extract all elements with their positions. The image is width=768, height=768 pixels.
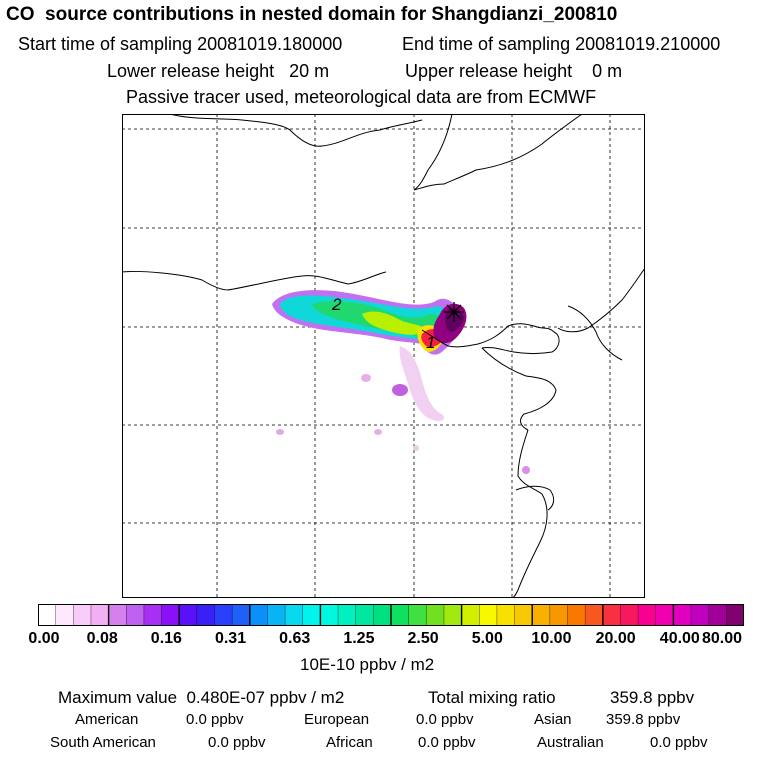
- colorbar-swatch: [126, 604, 145, 626]
- colorbar-swatch: [585, 604, 604, 626]
- colorbar-swatch: [620, 604, 639, 626]
- colorbar-tick-label: 20.00: [595, 630, 636, 647]
- coastline: [421, 323, 555, 348]
- colorbar-swatch: [267, 604, 286, 626]
- colorbar-tick-label: 1.25: [343, 630, 375, 647]
- colorbar-swatch: [443, 604, 462, 626]
- colorbar-swatch: [302, 604, 321, 626]
- border-line: [122, 270, 387, 291]
- colorbar-swatch: [532, 604, 551, 626]
- colorbar-swatch: [549, 604, 568, 626]
- african-value: 0.0 ppbv: [418, 734, 476, 751]
- colorbar-tick-label: 0.00: [28, 630, 60, 647]
- colorbar-swatch: [567, 604, 586, 626]
- colorbar-unit: 10E-10 ppbv / m2: [300, 655, 435, 674]
- american-value: 0.0 ppbv: [186, 711, 244, 728]
- coastline: [515, 485, 555, 511]
- start-time: Start time of sampling 20081019.180000: [18, 34, 343, 54]
- graticule: [122, 114, 645, 598]
- colorbar-tick-label: 0.31: [214, 630, 247, 647]
- colorbar-tick-label: 5.00: [471, 630, 503, 647]
- colorbar-swatch: [708, 604, 727, 626]
- tracer-info: Passive tracer used, meteorological data…: [126, 87, 597, 107]
- total-mixing-ratio-value: 359.8 ppbv: [610, 688, 695, 707]
- colorbar-swatch: [355, 604, 374, 626]
- map-panel: 2 1: [122, 114, 645, 598]
- south-american-value: 0.0 ppbv: [208, 734, 266, 751]
- european-label: European: [304, 711, 370, 728]
- coastline: [557, 267, 645, 333]
- colorbar-swatch: [408, 604, 427, 626]
- colorbar-swatch: [602, 604, 621, 626]
- upper-release-height: Upper release height 0 m: [405, 61, 623, 81]
- colorbar-swatch: [691, 604, 709, 626]
- receptor-asterisk-icon: [444, 302, 464, 322]
- total-mixing-ratio-label: Total mixing ratio: [428, 688, 556, 707]
- colorbar-swatch: [214, 604, 233, 626]
- boundaries: [122, 114, 645, 598]
- colorbar-swatch: [232, 604, 251, 626]
- asian-label: Asian: [534, 711, 572, 728]
- colorbar-swatch: [38, 604, 56, 626]
- colorbar-swatch: [673, 604, 692, 626]
- lower-release-height: Lower release height 20 m: [107, 61, 330, 81]
- colorbar-swatch: [320, 604, 339, 626]
- concentration-plume: [272, 290, 530, 474]
- american-label: American: [75, 711, 139, 728]
- border-line: [567, 305, 623, 361]
- colorbar-tick-label: 10.00: [531, 630, 572, 647]
- colorbar-swatch: [479, 604, 498, 626]
- colorbar-swatch: [55, 604, 74, 626]
- colorbar-swatch: [514, 604, 533, 626]
- australian-label: Australian: [537, 734, 604, 751]
- coastline: [481, 347, 557, 431]
- asian-value: 359.8 ppbv: [606, 711, 681, 728]
- colorbar-swatch: [373, 604, 392, 626]
- colorbar-tick-label: 0.63: [279, 630, 311, 647]
- map-label-2: 2: [331, 295, 342, 314]
- colorbar: [38, 604, 744, 626]
- colorbar-swatch: [179, 604, 198, 626]
- colorbar-swatch: [638, 604, 657, 626]
- colorbar-swatch: [338, 604, 356, 626]
- african-label: African: [326, 734, 373, 751]
- colorbar-tick-label: 0.08: [86, 630, 118, 647]
- colorbar-swatch: [73, 604, 92, 626]
- map-frame: [122, 114, 645, 598]
- australian-value: 0.0 ppbv: [650, 734, 708, 751]
- colorbar-tick-label: 2.50: [407, 630, 439, 647]
- colorbar-swatch: [196, 604, 215, 626]
- border-line: [443, 114, 583, 185]
- colorbar-swatch: [655, 604, 674, 626]
- border-line: [169, 114, 423, 147]
- colorbar-tick-label: 0.16: [150, 630, 182, 647]
- colorbar-swatch: [726, 604, 744, 626]
- coastline: [481, 331, 560, 354]
- colorbar-swatch: [285, 604, 304, 626]
- map-label-1: 1: [426, 333, 435, 352]
- end-time: End time of sampling 20081019.210000: [402, 34, 721, 54]
- colorbar-swatch: [161, 604, 180, 626]
- colorbar-tick-label: 40.00: [659, 630, 700, 647]
- coastline: [511, 429, 548, 598]
- border-line: [413, 114, 453, 191]
- colorbar-tick-label: 80.00: [701, 630, 743, 647]
- map-title: CO source contributions in nested domain…: [6, 4, 618, 25]
- colorbar-swatch: [90, 604, 109, 626]
- colorbar-swatch: [426, 604, 445, 626]
- colorbar-swatch: [249, 604, 268, 626]
- maximum-value: Maximum value 0.480E-07 ppbv / m2: [58, 688, 345, 707]
- european-value: 0.0 ppbv: [416, 711, 474, 728]
- colorbar-swatch: [391, 604, 409, 626]
- south-american-label: South American: [50, 734, 156, 751]
- colorbar-swatch: [108, 604, 127, 626]
- colorbar-swatch: [143, 604, 162, 626]
- colorbar-swatch: [461, 604, 480, 626]
- colorbar-swatch: [496, 604, 515, 626]
